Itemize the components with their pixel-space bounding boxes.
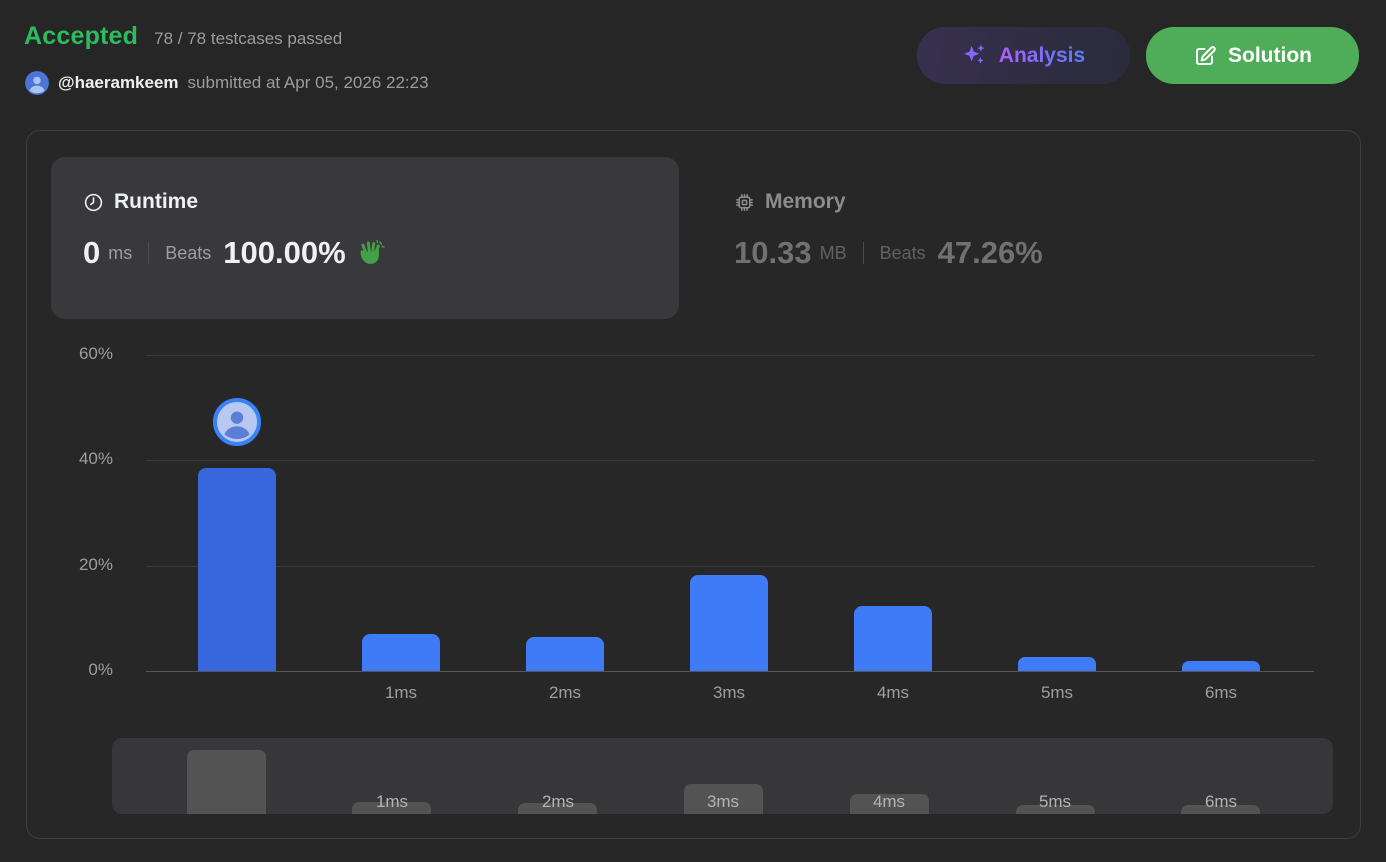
brush-bar-6ms (1181, 805, 1260, 814)
analysis-button[interactable]: Analysis (917, 27, 1130, 84)
brush-label-4ms: 4ms (872, 792, 906, 811)
runtime-value: 0 (83, 235, 101, 270)
runtime-title: Runtime (114, 190, 198, 213)
status-accepted: Accepted (24, 22, 139, 50)
divider (862, 242, 864, 264)
chart-brush[interactable]: 1ms 2ms 3ms 4ms 5ms 6ms (112, 738, 1333, 814)
memory-title: Memory (765, 190, 846, 213)
runtime-distribution-chart: 0% 20% 40% 60% 1ms 2ms 3ms 4ms 5ms 6ms (27, 131, 1360, 838)
submitted-at: submitted at Apr 05, 2026 22:23 (187, 73, 429, 92)
edit-icon (1193, 44, 1217, 68)
bar-5ms[interactable] (1018, 657, 1096, 671)
brush-bar-3ms (684, 784, 763, 814)
brush-bar-1ms (352, 802, 431, 814)
memory-beats-value: 47.26% (937, 235, 1043, 270)
memory-title-row: Memory (734, 190, 1300, 214)
waving-hand-icon (356, 239, 385, 268)
y-axis-label-60%: 60% (78, 344, 113, 364)
brush-bar-5ms (1016, 805, 1095, 814)
x-axis-label-6ms: 6ms (1204, 683, 1238, 702)
memory-tab[interactable]: Memory 10.33 MB Beats 47.26% (702, 157, 1332, 319)
y-axis-label-40%: 40% (78, 449, 113, 469)
brush-label-1ms: 1ms (375, 792, 409, 811)
user-avatar-icon (25, 71, 49, 95)
clock-icon (83, 192, 104, 213)
sparkles-icon (962, 42, 989, 69)
solution-label: Solution (1228, 43, 1312, 67)
x-axis-label-2ms: 2ms (548, 683, 582, 702)
gridline-60% (146, 355, 1314, 357)
brush-bar-2ms (518, 803, 597, 814)
bar-6ms[interactable] (1182, 661, 1260, 671)
bar-2ms[interactable] (526, 637, 604, 671)
brush-label-2ms: 2ms (541, 792, 575, 811)
x-axis-label-4ms: 4ms (876, 683, 910, 702)
brush-bar-4ms (850, 794, 929, 814)
x-axis-label-3ms: 3ms (712, 683, 746, 702)
bar-0ms[interactable] (198, 468, 276, 671)
brush-label-6ms: 6ms (1204, 792, 1238, 811)
chip-icon (734, 192, 755, 213)
runtime-tab[interactable]: Runtime 0 ms Beats 100.00% (51, 157, 679, 319)
bar-3ms[interactable] (690, 575, 768, 671)
solution-button[interactable]: Solution (1146, 27, 1359, 84)
runtime-beats-label: Beats (165, 242, 212, 263)
y-axis-label-20%: 20% (78, 554, 113, 574)
testcases-passed: 78 / 78 testcases passed (154, 29, 343, 48)
memory-value: 10.33 (734, 235, 812, 270)
memory-value-row: 10.33 MB Beats 47.26% (734, 235, 1300, 271)
divider (148, 242, 150, 264)
status-row: Accepted 78 / 78 testcases passed (24, 22, 342, 51)
gridline-20% (146, 565, 1314, 567)
runtime-beats-value: 100.00% (223, 235, 346, 270)
username-link[interactable]: @haeramkeem (58, 73, 179, 92)
memory-beats-label: Beats (879, 242, 926, 263)
bar-1ms[interactable] (362, 634, 440, 671)
x-axis-label-1ms: 1ms (384, 683, 418, 702)
brush-bar-0ms (187, 750, 266, 814)
gridline-40% (146, 460, 1314, 462)
gridline-0% (146, 671, 1314, 672)
brush-label-5ms: 5ms (1038, 792, 1072, 811)
runtime-title-row: Runtime (83, 190, 647, 214)
runtime-unit: ms (108, 242, 133, 263)
distribution-panel: Runtime 0 ms Beats 100.00% (26, 130, 1361, 839)
brush-label-3ms: 3ms (706, 792, 740, 811)
user-avatar-marker (213, 398, 261, 446)
analysis-label: Analysis (998, 43, 1086, 67)
y-axis-label-0%: 0% (88, 660, 113, 679)
user-row: @haeramkeem submitted at Apr 05, 2026 22… (25, 71, 429, 95)
memory-unit: MB (819, 242, 847, 263)
bar-4ms[interactable] (854, 606, 932, 671)
runtime-value-row: 0 ms Beats 100.00% (83, 235, 647, 271)
x-axis-label-5ms: 5ms (1040, 683, 1074, 702)
